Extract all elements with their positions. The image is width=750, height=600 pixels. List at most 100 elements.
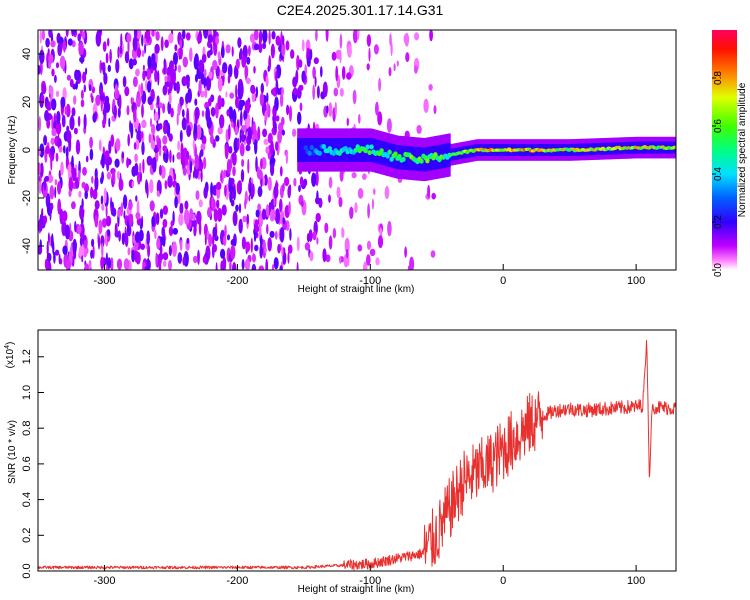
snr-frame	[38, 330, 676, 571]
spectrogram-signal-core	[321, 144, 326, 149]
spectrogram-noise-cell	[141, 34, 144, 47]
spectrogram-noise-cell	[65, 259, 71, 270]
spectrogram-noise-cell	[216, 199, 220, 209]
spectrogram-noise-cell	[136, 30, 142, 39]
snr-scale-exponent: 4	[4, 345, 11, 349]
spectrogram-noise-cell	[273, 198, 276, 207]
spectrogram-signal-body	[369, 138, 371, 162]
spectrogram-noise-cell	[146, 155, 153, 166]
snr-panel: -300 -200 -100 0 100 0.0 0.2 0.4 0.6 0.8 1.0 1.2 H…	[4, 329, 677, 595]
spectrogram-noise-cell	[54, 179, 58, 186]
spectrogram-noise-cell	[193, 255, 198, 264]
spectrogram-noise-cell	[232, 210, 238, 227]
spectrogram-noise-cell	[281, 42, 286, 57]
spectrogram-noise-cell	[186, 237, 190, 244]
spectrogram-noise-cell	[232, 262, 237, 270]
spectrogram-noise-cell	[366, 63, 370, 71]
spectrogram-noise-cell	[312, 230, 317, 241]
spectrogram-noise-cell	[147, 55, 152, 70]
spectrogram-noise-cell	[248, 45, 251, 57]
spectrogram-signal-core	[303, 145, 308, 151]
snr-ylabel: SNR (10 * v/v)	[7, 420, 18, 484]
spectrogram-noise-cell	[140, 82, 144, 96]
spectrogram-noise-cell	[173, 172, 177, 182]
spectrogram-noise-cell	[285, 40, 290, 51]
spectrogram-signal-body	[407, 146, 410, 171]
spectrogram-noise-cell	[203, 30, 209, 39]
spectrogram-noise-cell	[46, 252, 52, 262]
spectrogram-noise-cell	[255, 156, 258, 172]
spectrogram-noise-cell	[198, 199, 203, 208]
spectrogram-noise-cell	[249, 33, 256, 43]
spectrogram-noise-cell	[132, 58, 137, 66]
snr-ytick-label: 0.6	[21, 456, 33, 471]
spectrogram-noise-cell	[268, 55, 272, 71]
spectrogram-noise-cell	[179, 239, 183, 252]
spectrogram-signal-body	[332, 138, 335, 162]
spectrogram-noise-cell	[247, 126, 252, 142]
spectrogram-noise-cell	[409, 256, 415, 270]
spectrogram-noise-cell	[339, 256, 342, 264]
spectrogram-noise-cell	[179, 130, 183, 143]
spectrogram-noise-cell	[195, 109, 198, 126]
spectrogram-noise-cell	[247, 158, 250, 174]
spectrogram-noise-cell	[229, 260, 232, 270]
spectrogram-noise-cell	[110, 201, 114, 208]
spectrogram-noise-cell	[251, 92, 256, 103]
spectrogram-noise-cell	[168, 92, 172, 105]
spectrogram-noise-cell	[368, 47, 371, 62]
spectrogram-noise-cell	[210, 134, 214, 145]
spectrogram-noise-cell	[289, 228, 292, 241]
colorbar-label: Normalized spectral amplitude	[737, 82, 748, 217]
spectrogram-noise-cell	[207, 207, 212, 218]
spectrogram-noise-cell	[429, 30, 433, 42]
spectrogram-noise-cell	[217, 207, 223, 222]
spectrogram-noise-cell	[131, 249, 136, 263]
spectrogram-noise-cell	[162, 252, 169, 261]
spectrogram-noise-cell	[258, 213, 263, 228]
spectrogram-noise-cell	[254, 219, 259, 226]
spectrogram-noise-cell	[135, 195, 138, 202]
spectrogram-noise-cell	[172, 227, 178, 235]
spectrogram-noise-cell	[39, 30, 42, 44]
spectrogram-noise-cell	[83, 234, 87, 241]
spectrogram-noise-cell	[265, 258, 269, 270]
spectrogram-noise-cell	[105, 52, 109, 64]
spectrogram-noise-cell	[124, 233, 129, 248]
spectrogram-noise-cell	[157, 137, 162, 149]
spectrogram-signal-body	[309, 138, 312, 162]
spectrogram-noise-cell	[55, 90, 60, 98]
spectrogram-noise-cell	[181, 30, 186, 40]
spectrogram-noise-cell	[273, 185, 279, 199]
spectrogram-noise-cell	[236, 137, 240, 151]
spectrogram-noise-cell	[112, 169, 116, 182]
spectrogram-noise-cell	[263, 138, 269, 145]
spectrogram-noise-cell	[312, 84, 316, 101]
spectrogram-noise-cell	[175, 182, 180, 195]
spectrogram-noise-cell	[114, 158, 120, 168]
spectrogram-xtick-label: 100	[627, 275, 645, 287]
snr-xtick-label: -300	[93, 575, 115, 587]
spectrogram-noise-cell	[176, 152, 182, 160]
spectrogram-noise-cell	[344, 237, 350, 254]
spectrogram-noise-cell	[208, 233, 213, 247]
spectrogram-noise-cell	[73, 127, 78, 135]
snr-xtick-label: 0	[500, 575, 506, 587]
spectrogram-noise-cell	[136, 91, 140, 99]
spectrogram-noise-cell	[284, 176, 290, 187]
spectrogram-noise-cell	[273, 121, 277, 133]
spectrogram-noise-cell	[212, 59, 218, 71]
spectrogram-noise-cell	[296, 261, 299, 270]
spectrogram-noise-cell	[131, 181, 134, 188]
spectrogram-signal-core	[317, 150, 322, 156]
spectrogram-noise-cell	[210, 107, 216, 117]
spectrogram-noise-cell	[249, 181, 252, 196]
spectrogram-signal-core	[425, 158, 430, 164]
spectrogram-noise-cell	[60, 161, 64, 176]
colorbar-tick-label: 0.0	[713, 263, 724, 277]
spectrogram-noise-cell	[244, 258, 251, 270]
spectrogram-noise-cell	[289, 106, 292, 122]
spectrogram-noise-cell	[176, 112, 179, 126]
spectrogram-noise-cell	[230, 238, 236, 247]
spectrogram-noise-cell	[91, 175, 94, 184]
